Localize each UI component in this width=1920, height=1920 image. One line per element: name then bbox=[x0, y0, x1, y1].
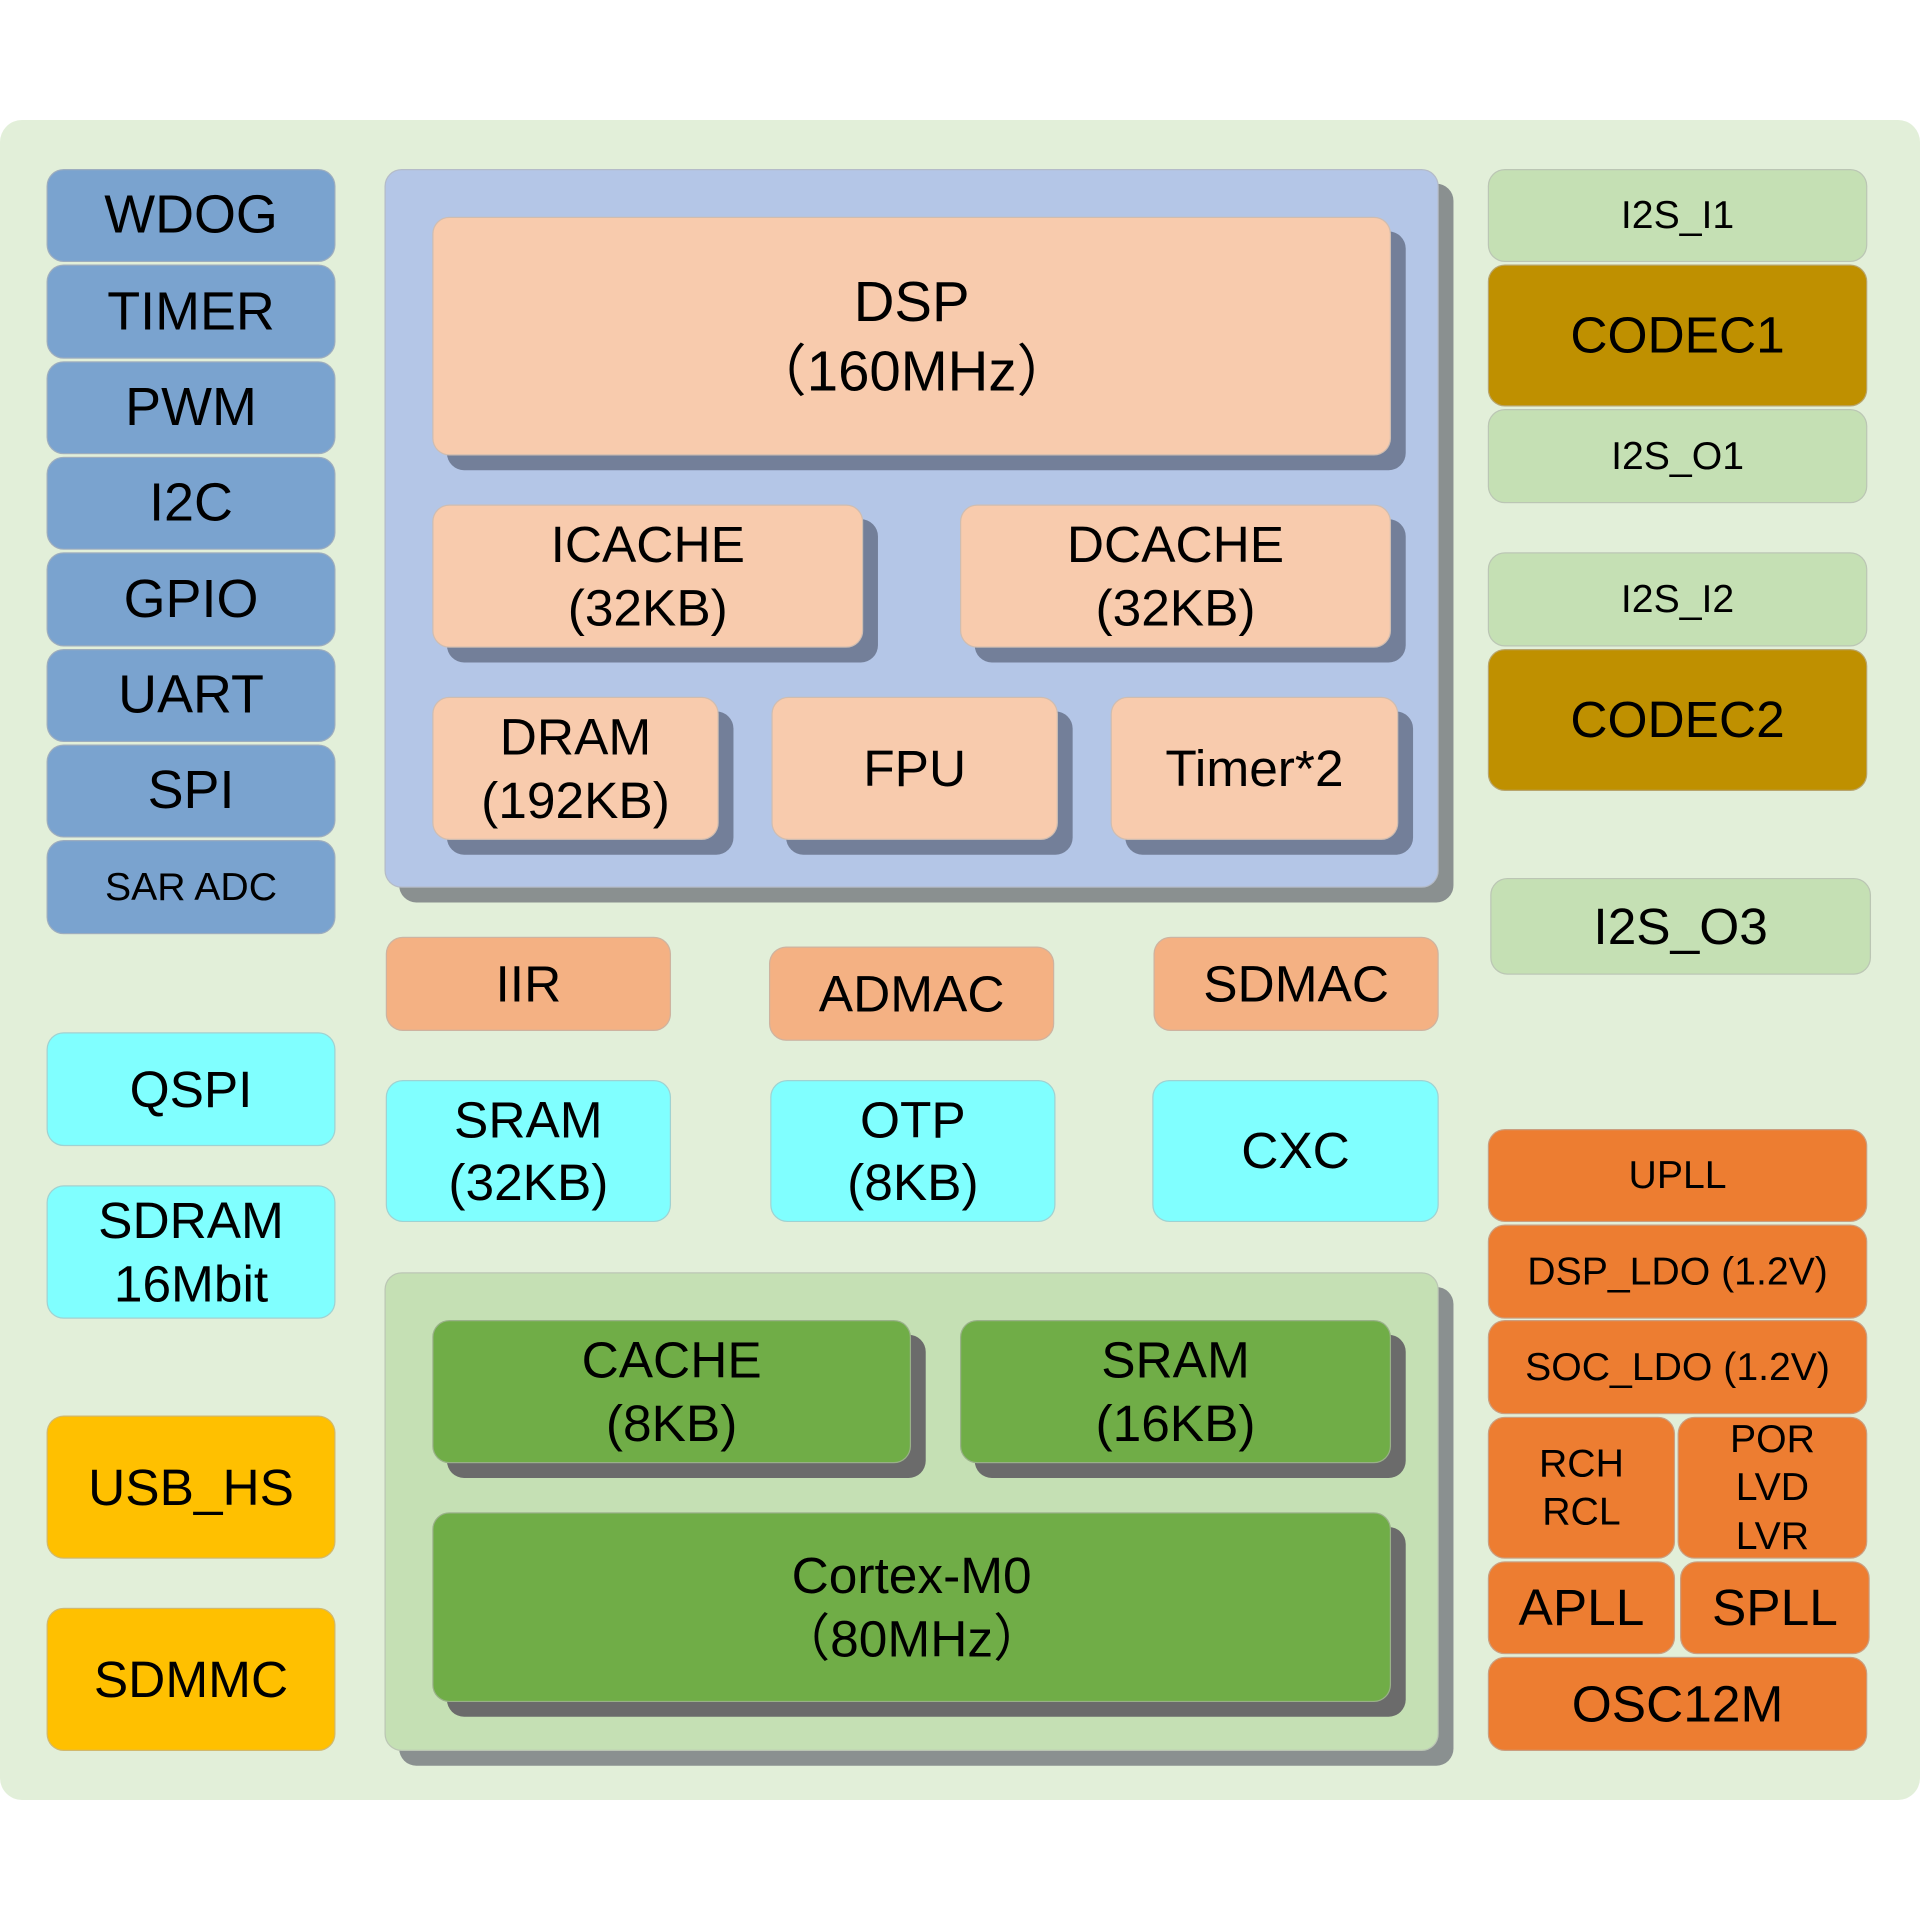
i2s-i2-block: I2S_I2 bbox=[1487, 552, 1868, 647]
por-lvd-lvr-block-label: POR LVD LVR bbox=[1729, 1417, 1815, 1557]
upll-block: UPLL bbox=[1487, 1128, 1868, 1223]
peripheral-i2c-label: I2C bbox=[149, 472, 233, 533]
peripheral-timer: TIMER bbox=[46, 264, 336, 359]
sram-32kb-block-label: SRAM (32KB) bbox=[448, 1090, 609, 1212]
i2s-o1-block-label: I2S_O1 bbox=[1611, 433, 1744, 478]
dcache-block: DCACHE (32KB) bbox=[960, 504, 1392, 648]
soc-ldo-block-label: SOC_LDO (1.2V) bbox=[1525, 1344, 1830, 1389]
peripheral-sar-adc: SAR ADC bbox=[46, 840, 336, 935]
apll-block: APLL bbox=[1487, 1561, 1676, 1655]
icache-block: ICACHE (32KB) bbox=[432, 504, 864, 648]
spll-block: SPLL bbox=[1680, 1561, 1870, 1655]
otp-block: OTP (8KB) bbox=[770, 1080, 1056, 1223]
peripheral-pwm: PWM bbox=[46, 361, 336, 455]
spll-block-label: SPLL bbox=[1711, 1578, 1838, 1637]
fpu-block: FPU bbox=[771, 696, 1058, 841]
usb-hs-block-label: USB_HS bbox=[88, 1458, 294, 1516]
m0-sram-block-label: SRAM (16KB) bbox=[1095, 1331, 1256, 1452]
codec2-block: CODEC2 bbox=[1487, 648, 1868, 792]
iir-block-label: IIR bbox=[495, 954, 562, 1013]
i2s-i1-block: I2S_I1 bbox=[1487, 168, 1868, 263]
cortex-m0-core: Cortex-M0 （80MHz） bbox=[432, 1512, 1392, 1703]
peripheral-spi: SPI bbox=[46, 744, 336, 838]
codec2-block-label: CODEC2 bbox=[1570, 691, 1785, 749]
sdram-block: SDRAM 16Mbit bbox=[46, 1185, 336, 1319]
rch-rcl-block: RCH RCL bbox=[1487, 1416, 1676, 1559]
admac-block-label: ADMAC bbox=[818, 964, 1005, 1023]
m0-sram-block: SRAM (16KB) bbox=[960, 1320, 1392, 1464]
sdmac-block: SDMAC bbox=[1153, 936, 1439, 1032]
qspi-block-label: QSPI bbox=[129, 1060, 253, 1118]
peripheral-i2c: I2C bbox=[46, 456, 336, 550]
peripheral-timer-label: TIMER bbox=[107, 281, 275, 342]
i2s-o3-block: I2S_O3 bbox=[1490, 877, 1872, 975]
sdmmc-block-label: SDMMC bbox=[93, 1650, 289, 1709]
peripheral-pwm-label: PWM bbox=[125, 377, 257, 438]
dsp-core-label: DSP （160MHz） bbox=[750, 269, 1073, 403]
osc12m-block-label: OSC12M bbox=[1571, 1674, 1784, 1733]
osc12m-block: OSC12M bbox=[1487, 1656, 1868, 1752]
cortex-m0-core-label: Cortex-M0 （80MHz） bbox=[778, 1546, 1045, 1668]
i2s-o1-block: I2S_O1 bbox=[1487, 408, 1868, 504]
dcache-block-label: DCACHE (32KB) bbox=[1066, 515, 1285, 637]
i2s-i2-block-label: I2S_I2 bbox=[1620, 576, 1735, 621]
dsp-ldo-block-label: DSP_LDO (1.2V) bbox=[1527, 1248, 1828, 1294]
usb-hs-block: USB_HS bbox=[46, 1415, 336, 1559]
rch-rcl-block-label: RCH RCL bbox=[1538, 1441, 1624, 1534]
dsp-ldo-block: DSP_LDO (1.2V) bbox=[1487, 1224, 1868, 1319]
i2s-i1-block-label: I2S_I1 bbox=[1620, 192, 1735, 237]
soc-ldo-block: SOC_LDO (1.2V) bbox=[1487, 1320, 1868, 1415]
timer-block: Timer*2 bbox=[1110, 696, 1399, 841]
peripheral-gpio-label: GPIO bbox=[123, 568, 259, 629]
sdmac-block-label: SDMAC bbox=[1203, 954, 1389, 1013]
otp-block-label: OTP (8KB) bbox=[847, 1090, 979, 1212]
codec1-block-label: CODEC1 bbox=[1570, 306, 1785, 365]
qspi-block: QSPI bbox=[46, 1032, 336, 1147]
iir-block: IIR bbox=[385, 936, 672, 1032]
apll-block-label: APLL bbox=[1518, 1578, 1645, 1637]
icache-block-label: ICACHE (32KB) bbox=[550, 515, 745, 637]
dram-block: DRAM (192KB) bbox=[432, 696, 719, 841]
admac-block: ADMAC bbox=[768, 946, 1055, 1041]
timer-block-label: Timer*2 bbox=[1165, 739, 1344, 797]
peripheral-uart-label: UART bbox=[118, 665, 264, 726]
codec1-block: CODEC1 bbox=[1487, 264, 1868, 407]
peripheral-gpio: GPIO bbox=[46, 552, 336, 647]
m0-cache-block-label: CACHE (8KB) bbox=[581, 1331, 762, 1452]
cxc-block: CXC bbox=[1152, 1080, 1439, 1223]
sdram-block-label: SDRAM 16Mbit bbox=[98, 1191, 284, 1313]
dsp-core: DSP （160MHz） bbox=[432, 216, 1392, 456]
peripheral-wdog-label: WDOG bbox=[104, 185, 278, 246]
peripheral-spi-label: SPI bbox=[147, 760, 235, 821]
fpu-block-label: FPU bbox=[863, 739, 967, 797]
peripheral-sar-adc-label: SAR ADC bbox=[105, 864, 278, 909]
por-lvd-lvr-block: POR LVD LVR bbox=[1677, 1416, 1868, 1559]
cxc-block-label: CXC bbox=[1241, 1122, 1350, 1180]
m0-cache-block: CACHE (8KB) bbox=[432, 1320, 912, 1464]
upll-block-label: UPLL bbox=[1628, 1152, 1727, 1197]
sdmmc-block: SDMMC bbox=[46, 1607, 336, 1752]
peripheral-uart: UART bbox=[46, 648, 336, 743]
i2s-o3-block-label: I2S_O3 bbox=[1593, 897, 1768, 955]
dram-block-label: DRAM (192KB) bbox=[481, 708, 670, 829]
sram-32kb-block: SRAM (32KB) bbox=[385, 1080, 672, 1223]
peripheral-wdog: WDOG bbox=[46, 168, 336, 263]
